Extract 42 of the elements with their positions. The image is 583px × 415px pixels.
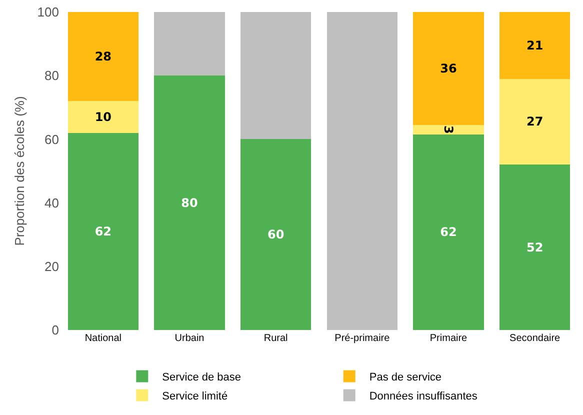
data-label: 36 xyxy=(440,61,457,76)
x-tick-label: Urbain xyxy=(174,333,204,344)
x-tick-label: Primaire xyxy=(430,333,468,344)
legend-label: Données insuffisantes xyxy=(369,390,478,403)
data-label: 3 xyxy=(442,125,456,134)
bar xyxy=(240,12,312,140)
data-label: 52 xyxy=(526,240,544,254)
x-tick-label: Pré-primaire xyxy=(334,333,390,344)
y-axis-title: Proportion des écoles (%) xyxy=(12,96,27,246)
data-label: 80 xyxy=(181,196,198,210)
y-tick-label: 40 xyxy=(44,195,59,210)
data-label: 62 xyxy=(94,224,112,238)
y-tick-label: 0 xyxy=(52,322,59,338)
bar xyxy=(499,164,570,330)
data-label: 27 xyxy=(526,114,544,129)
x-tick-label: Secondaire xyxy=(510,333,561,344)
x-tick-label: National xyxy=(84,333,122,344)
bar xyxy=(68,132,139,330)
bar xyxy=(154,76,225,330)
bar xyxy=(413,134,484,330)
bar xyxy=(326,12,398,330)
y-tick-label: 80 xyxy=(44,68,59,84)
bar xyxy=(240,139,312,330)
bar xyxy=(154,12,225,76)
legend-label: Service limité xyxy=(162,390,228,403)
legend-label: Pas de service xyxy=(369,372,442,384)
bar xyxy=(413,12,484,125)
legend-label: Service de base xyxy=(162,372,242,384)
bar xyxy=(499,12,570,79)
y-tick-label: 20 xyxy=(44,258,59,274)
bar xyxy=(68,12,139,102)
bar xyxy=(68,101,139,133)
data-label: 28 xyxy=(94,50,112,64)
bar xyxy=(413,124,484,134)
x-tick-label: Rural xyxy=(264,333,288,344)
y-tick-label: 60 xyxy=(44,132,59,147)
data-label: 62 xyxy=(440,225,457,240)
data-label: 60 xyxy=(267,228,284,242)
bar xyxy=(499,78,570,165)
data-label: 10 xyxy=(94,110,112,124)
data-label: 21 xyxy=(526,38,544,52)
y-tick-label: 100 xyxy=(37,4,59,20)
